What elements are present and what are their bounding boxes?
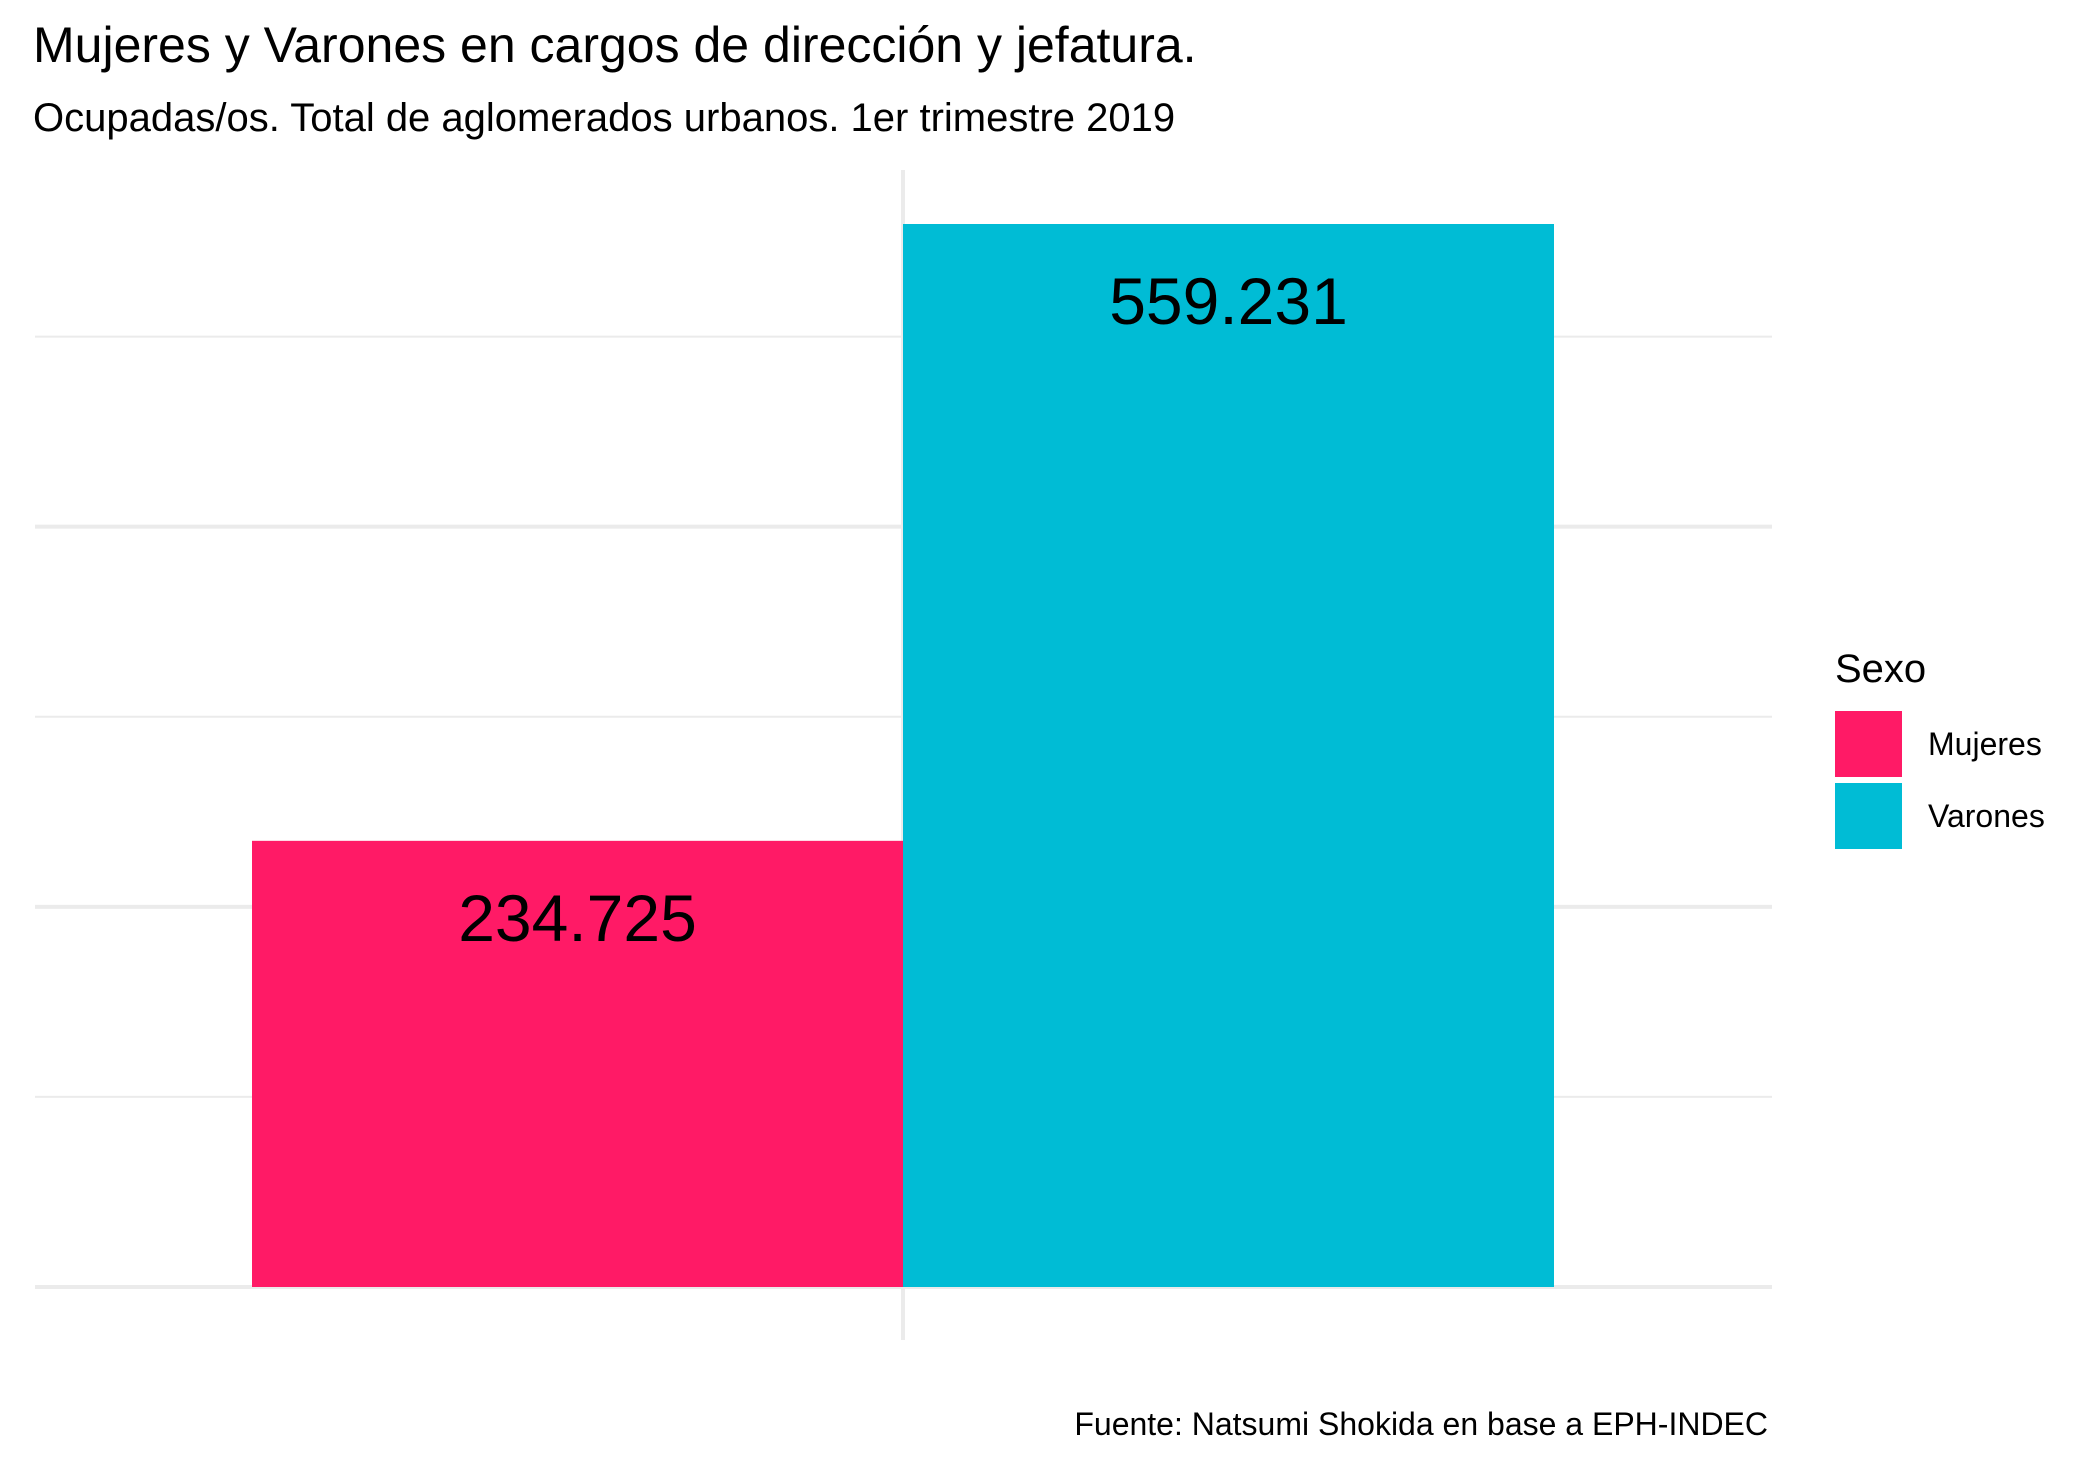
legend-item-mujeres: Mujeres <box>1835 708 2045 780</box>
chart-title: Mujeres y Varones en cargos de dirección… <box>33 17 1197 73</box>
bar-label-mujeres: 234.725 <box>458 881 697 955</box>
legend-title: Sexo <box>1835 647 1927 691</box>
legend: Sexo Mujeres Varones <box>1835 644 2045 852</box>
bar-mujeres <box>252 840 903 1287</box>
bar-label-varones: 559.231 <box>1109 264 1348 338</box>
legend-label-varones: Varones <box>1928 797 2045 834</box>
legend-label-mujeres: Mujeres <box>1928 725 2042 762</box>
legend-swatch-mujeres <box>1835 711 1902 777</box>
data-labels: 234.725 559.231 <box>458 264 1348 955</box>
legend-item-varones: Varones <box>1835 780 2045 852</box>
chart-caption: Fuente: Natsumi Shokida en base a EPH-IN… <box>1074 1406 1768 1442</box>
legend-swatch-varones <box>1835 783 1902 849</box>
bars <box>252 224 1554 1287</box>
bar-varones <box>903 224 1554 1287</box>
chart-subtitle: Ocupadas/os. Total de aglomerados urbano… <box>33 96 1176 140</box>
